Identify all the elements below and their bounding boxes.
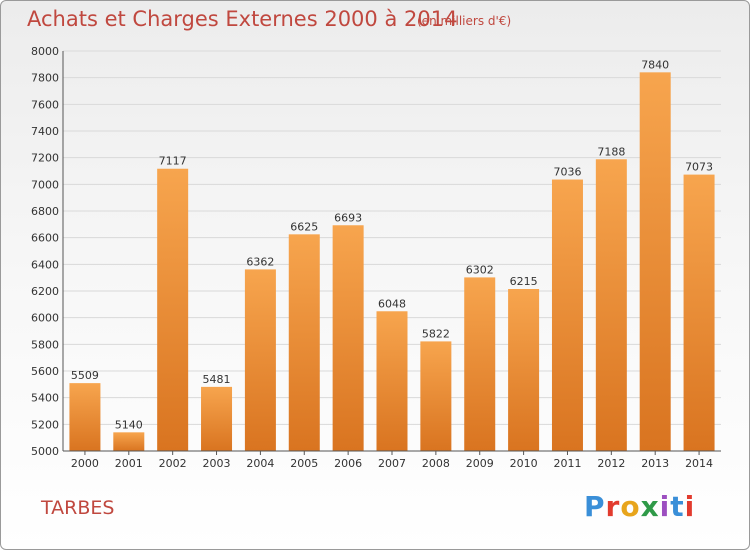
data-label: 6302: [466, 263, 494, 276]
bar-2000[interactable]: [69, 383, 101, 451]
data-label: 6693: [334, 211, 362, 224]
x-tick-label: 2008: [422, 457, 450, 470]
x-tick-label: 2005: [290, 457, 318, 470]
data-label: 7117: [159, 155, 187, 168]
data-label: 5481: [203, 373, 231, 386]
x-tick-label: 2004: [246, 457, 274, 470]
data-label: 7840: [641, 58, 669, 71]
axes: [62, 51, 721, 452]
y-tick-label: 5800: [31, 338, 59, 351]
data-label: 5822: [422, 327, 450, 340]
x-tick-label: 2000: [71, 457, 99, 470]
y-tick-label: 5000: [31, 445, 59, 458]
x-tick-label: 2006: [334, 457, 362, 470]
data-labels: 5509 5140 7117 5481 6362 6625 6693 6048 5822 6302…: [71, 58, 713, 431]
bar-2003[interactable]: [201, 386, 233, 451]
x-tick-label: 2001: [115, 457, 143, 470]
bars: [69, 72, 715, 452]
y-tick-label: 6400: [31, 258, 59, 271]
x-axis-tick-labels: 2000 2001 2002 2003 2004 2005 2006 2007 2008 2009…: [71, 451, 713, 470]
y-tick-label: 7800: [31, 72, 59, 85]
x-tick-label: 2002: [159, 457, 187, 470]
data-label: 6362: [246, 255, 274, 268]
x-tick-label: 2011: [553, 457, 581, 470]
proxiti-logo[interactable]: Proxiti: [584, 490, 696, 523]
bar-2006[interactable]: [332, 225, 364, 451]
y-tick-label: 5600: [31, 365, 59, 378]
data-label: 5509: [71, 369, 99, 382]
y-axis-tick-labels: 5000 5200 5400 5600 5800 6000 6200 6400 6600 6800…: [31, 45, 59, 458]
bar-2013[interactable]: [639, 72, 671, 451]
bar-2010[interactable]: [508, 289, 540, 451]
bar-2011[interactable]: [551, 179, 583, 452]
x-tick-label: 2007: [378, 457, 406, 470]
bar-2002[interactable]: [157, 168, 189, 451]
y-tick-label: 5200: [31, 418, 59, 431]
y-tick-label: 6000: [31, 312, 59, 325]
data-label: 6215: [510, 275, 538, 288]
y-tick-label: 5400: [31, 392, 59, 405]
bar-2004[interactable]: [244, 269, 276, 451]
chart-subtitle: (en milliers d'€): [417, 14, 512, 28]
data-label: 5140: [115, 418, 143, 431]
y-tick-label: 7400: [31, 125, 59, 138]
bar-2007[interactable]: [376, 311, 408, 451]
data-label: 7073: [685, 161, 713, 174]
bar-2001[interactable]: [113, 432, 145, 451]
bar-2005[interactable]: [288, 234, 320, 451]
bar-2009[interactable]: [464, 277, 496, 451]
x-tick-label: 2012: [597, 457, 625, 470]
x-tick-label: 2009: [466, 457, 494, 470]
bar-2012[interactable]: [595, 159, 627, 451]
y-tick-label: 7600: [31, 98, 59, 111]
x-tick-label: 2014: [685, 457, 713, 470]
chart-title: Achats et Charges Externes 2000 à 2014: [27, 7, 458, 31]
x-tick-label: 2003: [203, 457, 231, 470]
data-label: 6048: [378, 297, 406, 310]
data-label: 6625: [290, 220, 318, 233]
bar-2008[interactable]: [420, 341, 452, 451]
y-tick-label: 6200: [31, 285, 59, 298]
y-tick-label: 7000: [31, 178, 59, 191]
city-name: TARBES: [41, 497, 115, 519]
y-tick-label: 8000: [31, 45, 59, 58]
y-tick-label: 7200: [31, 152, 59, 165]
y-tick-label: 6800: [31, 205, 59, 218]
x-tick-label: 2010: [510, 457, 538, 470]
data-label: 7188: [597, 145, 625, 158]
bar-2014[interactable]: [683, 174, 715, 451]
x-tick-label: 2013: [641, 457, 669, 470]
y-tick-label: 6600: [31, 232, 59, 245]
data-label: 7036: [553, 166, 581, 179]
